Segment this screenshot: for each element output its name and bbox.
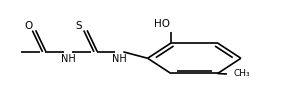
Text: S: S [75,21,82,31]
Text: NH: NH [112,54,127,64]
Text: NH: NH [60,54,75,64]
Text: HO: HO [154,19,170,29]
Text: CH₃: CH₃ [234,69,250,78]
Text: O: O [24,21,32,31]
